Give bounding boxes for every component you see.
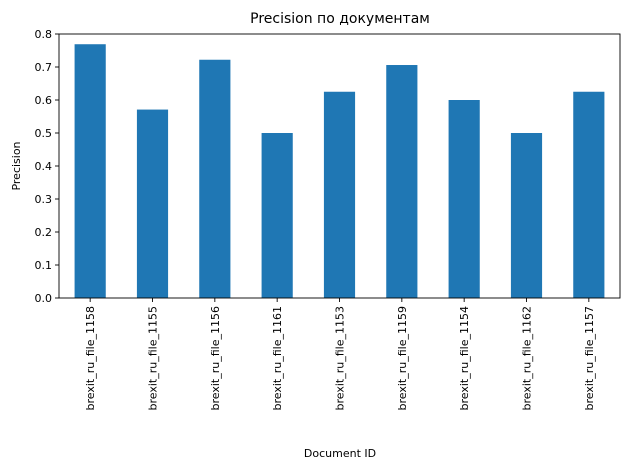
- x-axis-ticks: brexit_ru_file_1158 brexit_ru_file_1155 br…: [84, 298, 596, 410]
- y-axis-label: Precision: [10, 141, 23, 190]
- bar-brexit_ru_file_1162: [510, 133, 543, 298]
- x-tick-label: brexit_ru_file_1161: [271, 306, 284, 410]
- bar-brexit_ru_file_1156: [199, 59, 231, 298]
- bar-brexit_ru_file_1157: [573, 91, 605, 298]
- x-tick-label: brexit_ru_file_1157: [583, 306, 596, 410]
- y-tick-label: 0.5: [35, 127, 53, 140]
- x-tick-label: brexit_ru_file_1155: [147, 306, 160, 410]
- x-tick-label: brexit_ru_file_1158: [84, 306, 97, 410]
- bar-brexit_ru_file_1158: [74, 44, 106, 299]
- y-tick-label: 0.1: [35, 259, 53, 272]
- x-tick-label: brexit_ru_file_1159: [396, 306, 409, 410]
- y-tick-label: 0.3: [35, 193, 53, 206]
- y-tick-label: 0.8: [35, 28, 53, 41]
- x-tick-label: brexit_ru_file_1162: [521, 306, 534, 410]
- bar-brexit_ru_file_1153: [323, 91, 356, 298]
- y-tick-label: 0.6: [35, 94, 53, 107]
- bars: [74, 44, 605, 299]
- plot-frame: [58, 33, 621, 299]
- bar-brexit_ru_file_1155: [136, 109, 169, 298]
- x-tick-label: brexit_ru_file_1156: [209, 306, 222, 410]
- y-axis-ticks: 0.0 0.1 0.2 0.3 0.4 0.5 0.6 0.7 0.8: [35, 28, 59, 305]
- bar-brexit_ru_file_1161: [261, 133, 293, 298]
- chart-title: Precision по документам: [250, 11, 430, 27]
- x-tick-label: brexit_ru_file_1153: [334, 306, 347, 410]
- x-axis-label: Document ID: [304, 447, 376, 460]
- y-tick-label: 0.2: [35, 226, 53, 239]
- y-tick-label: 0.4: [35, 160, 53, 173]
- bar-brexit_ru_file_1159: [386, 65, 418, 299]
- y-tick-label: 0.7: [35, 61, 53, 74]
- bar-brexit_ru_file_1154: [448, 100, 480, 298]
- y-tick-label: 0.0: [35, 292, 53, 305]
- x-tick-label: brexit_ru_file_1154: [458, 306, 471, 410]
